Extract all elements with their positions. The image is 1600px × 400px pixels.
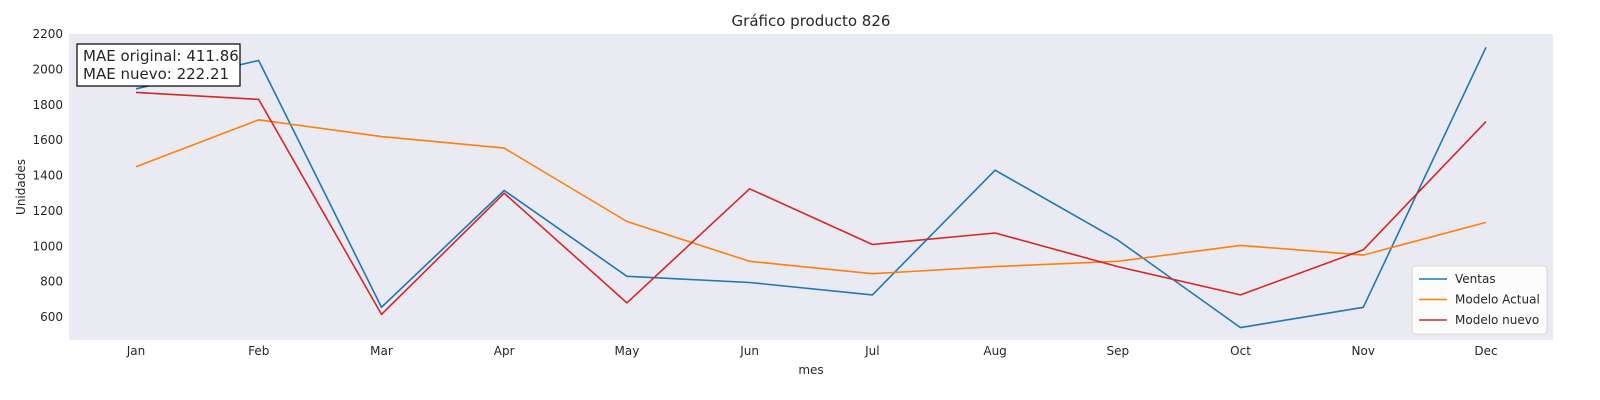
- plot-area: [69, 34, 1553, 340]
- x-tick-label: Dec: [1474, 344, 1497, 358]
- x-tick-label: Aug: [983, 344, 1006, 358]
- chart-title: Gráfico producto 826: [732, 12, 891, 30]
- y-axis-ticks: 600 800 1000 1200 1400 1600 1800 2000 2200: [32, 27, 63, 324]
- x-tick-label: Nov: [1352, 344, 1375, 358]
- x-axis-ticks: Jan Feb Mar Apr May Jun Jul Aug Sep Oct Nov Dec: [126, 344, 1498, 358]
- mae-annotation-box: MAE original: 411.86 MAE nuevo: 222.21: [76, 43, 241, 87]
- y-tick-label: 1400: [32, 169, 63, 183]
- x-tick-label: Feb: [248, 344, 269, 358]
- y-tick-label: 1600: [32, 133, 63, 147]
- y-tick-label: 2200: [32, 27, 63, 41]
- legend-entry-label: Ventas: [1455, 272, 1496, 286]
- x-axis-label: mes: [798, 363, 823, 377]
- x-tick-label: Jan: [126, 344, 146, 358]
- x-tick-label: Mar: [370, 344, 393, 358]
- legend-frame: [1411, 265, 1548, 335]
- x-tick-label: Apr: [494, 344, 515, 358]
- y-tick-label: 800: [40, 275, 63, 289]
- mae-nuevo-text: MAE nuevo: 222.21: [83, 65, 229, 83]
- legend: Ventas Modelo Actual Modelo nuevo: [1411, 265, 1548, 335]
- series-line-modelo-actual: [135, 119, 1487, 275]
- y-tick-label: 1000: [32, 239, 63, 253]
- x-tick-label: Oct: [1230, 344, 1251, 358]
- mae-original-text: MAE original: 411.86: [83, 47, 239, 65]
- series-line-ventas: [135, 46, 1487, 329]
- y-tick-label: 600: [40, 310, 63, 324]
- legend-entry-label: Modelo nuevo: [1455, 313, 1539, 327]
- series-line-modelo-nuevo: [135, 91, 1487, 316]
- x-tick-label: Jul: [864, 344, 879, 358]
- x-tick-label: May: [615, 344, 640, 358]
- y-tick-label: 1200: [32, 204, 63, 218]
- x-tick-label: Jun: [739, 344, 759, 358]
- series-lines: [135, 46, 1487, 329]
- x-tick-label: Sep: [1107, 344, 1130, 358]
- legend-entry-label: Modelo Actual: [1455, 293, 1540, 307]
- y-tick-label: 1800: [32, 98, 63, 112]
- y-tick-label: 2000: [32, 62, 63, 76]
- y-axis-label: Unidades: [14, 159, 28, 215]
